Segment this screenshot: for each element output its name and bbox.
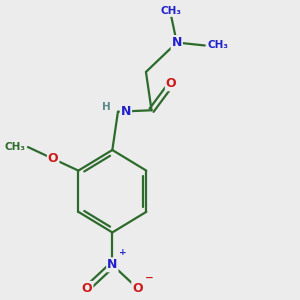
Text: CH₃: CH₃ <box>208 40 229 50</box>
Text: H: H <box>102 102 111 112</box>
Text: N: N <box>172 36 182 49</box>
Text: N: N <box>121 105 131 118</box>
Text: −: − <box>145 272 153 283</box>
Text: O: O <box>166 77 176 90</box>
Text: N: N <box>107 258 118 271</box>
Text: O: O <box>48 152 58 165</box>
Text: O: O <box>82 282 92 295</box>
Text: CH₃: CH₃ <box>161 6 182 16</box>
Text: O: O <box>132 282 143 295</box>
Text: CH₃: CH₃ <box>4 142 25 152</box>
Text: +: + <box>119 248 127 257</box>
